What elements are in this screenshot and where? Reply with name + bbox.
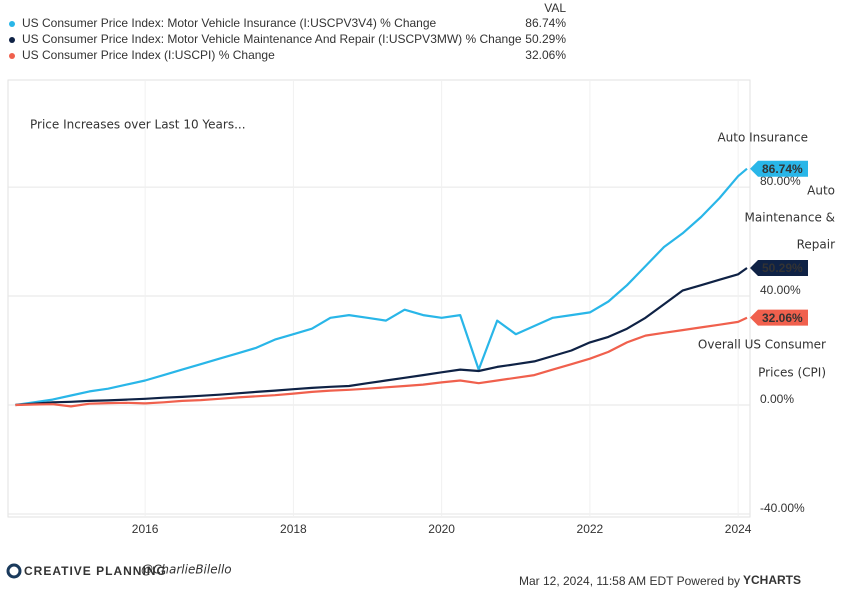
annotation: Auto — [807, 184, 835, 198]
end-badge — [750, 260, 808, 277]
y-tick-label: 80.00% — [760, 174, 801, 188]
legend-value: 32.06% — [525, 48, 566, 62]
x-tick-label: 2022 — [577, 522, 604, 536]
y-tick-label: 0.00% — [760, 392, 794, 406]
y-tick-label: 40.00% — [760, 283, 801, 297]
annotation: Overall US Consumer — [698, 338, 826, 352]
y-tick-label: -40.00% — [760, 501, 805, 515]
x-tick-label: 2018 — [280, 522, 307, 536]
annotation: Prices (CPI) — [758, 366, 826, 380]
annotation: Repair — [797, 238, 835, 252]
legend-label: US Consumer Price Index (I:USCPI) % Chan… — [22, 48, 275, 62]
legend-value: 86.74% — [525, 16, 566, 30]
legend-marker — [9, 21, 15, 27]
end-badge — [750, 309, 808, 326]
x-tick-label: 2020 — [428, 522, 455, 536]
brand: CREATIVE PLANNING — [24, 564, 167, 578]
provider: YCHARTS — [743, 573, 801, 587]
series-line — [15, 167, 748, 407]
plot-frame — [7, 79, 751, 518]
annotation: Auto Insurance — [717, 131, 808, 145]
legend-value: 50.29% — [525, 32, 566, 46]
annotation: Price Increases over Last 10 Years... — [30, 118, 246, 132]
legend-marker — [9, 53, 15, 59]
end-badge — [750, 160, 808, 177]
series-line — [15, 267, 748, 407]
handle: @CharlieBilello — [141, 563, 232, 577]
legend-label: US Consumer Price Index: Motor Vehicle I… — [22, 16, 437, 30]
brand-logo — [6, 563, 22, 579]
timestamp: Mar 12, 2024, 11:58 AM EDT Powered by — [519, 574, 740, 588]
end-badge-label: 86.74% — [762, 162, 803, 176]
end-badge-label: 32.06% — [762, 311, 803, 325]
legend-marker — [9, 37, 15, 43]
end-badge-label: 50.29% — [762, 261, 803, 275]
legend-header: VAL — [544, 1, 566, 15]
legend-label: US Consumer Price Index: Motor Vehicle M… — [22, 32, 522, 46]
x-tick-label: 2024 — [725, 522, 752, 536]
x-tick-label: 2016 — [132, 522, 159, 536]
series-line — [15, 316, 748, 408]
annotation: Maintenance & — [745, 211, 835, 225]
